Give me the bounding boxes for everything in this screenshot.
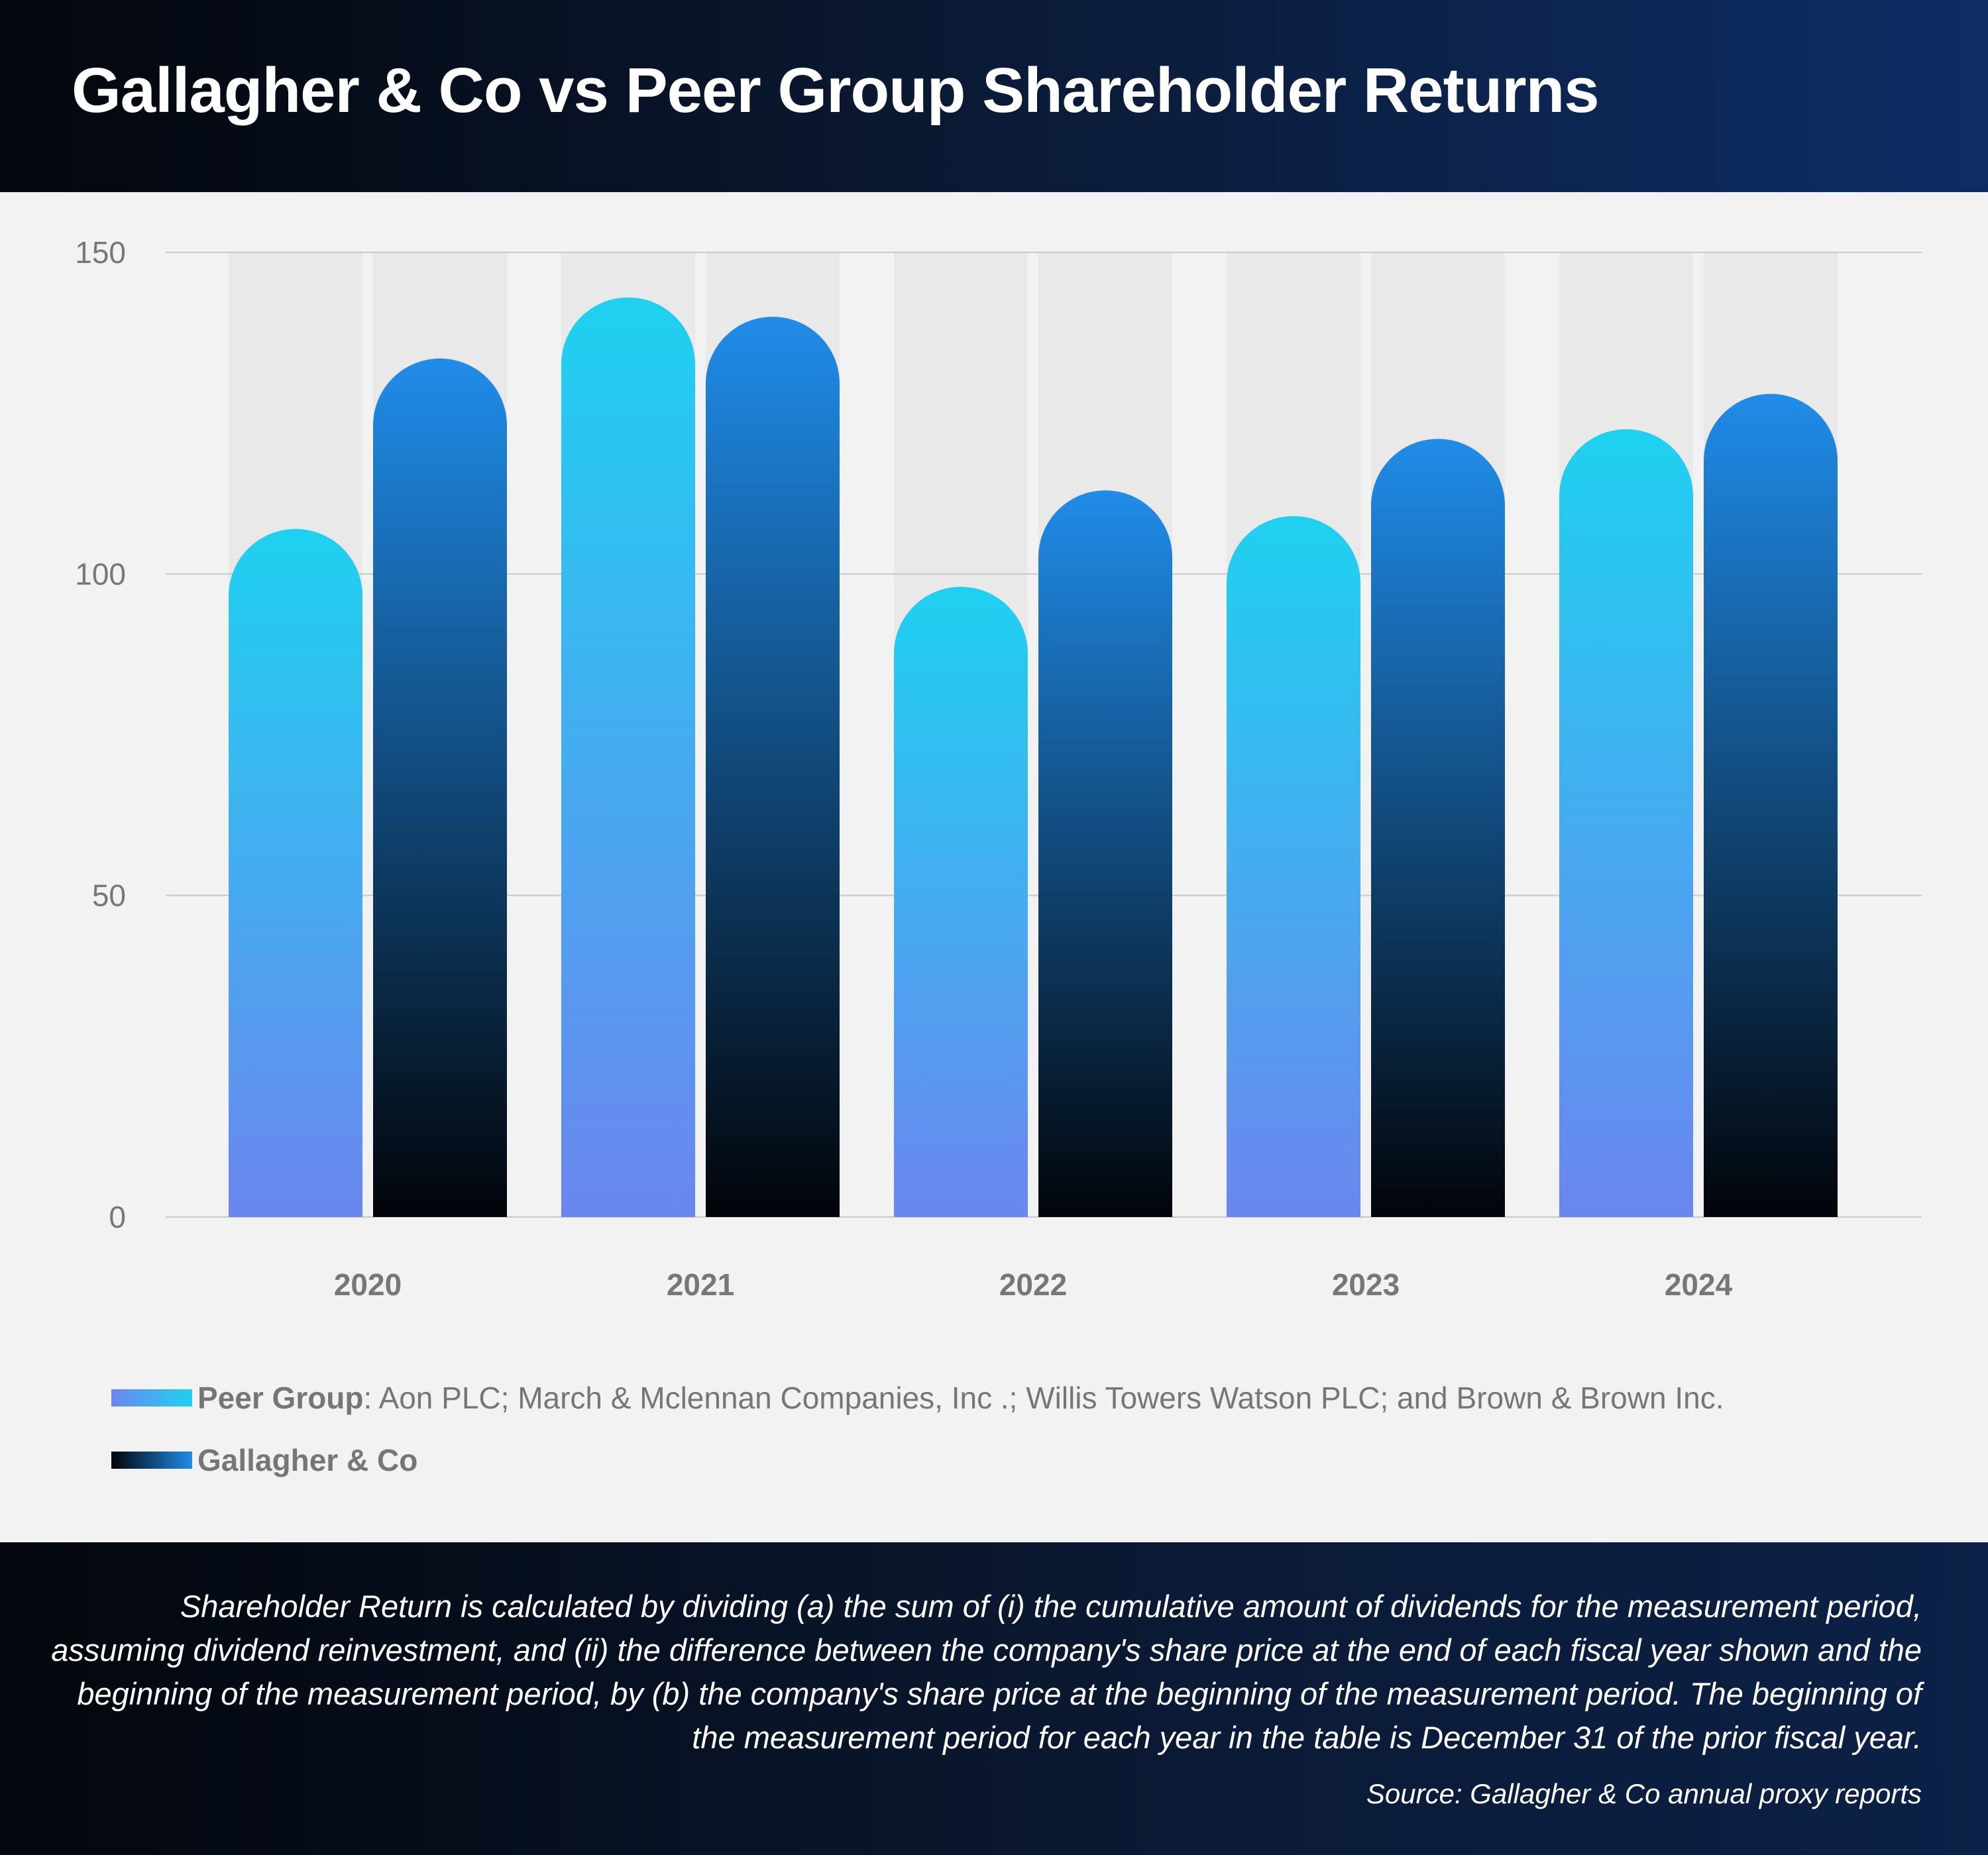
source-note: Source: Gallagher & Co annual proxy repo… bbox=[1366, 1778, 1922, 1809]
bar-peer-group-2021 bbox=[561, 297, 695, 1217]
bar-peer-group-2020 bbox=[229, 529, 362, 1217]
y-tick-label: 0 bbox=[109, 1200, 126, 1234]
footer: Shareholder Return is calculated by divi… bbox=[0, 1542, 1988, 1855]
methodology-note: Shareholder Return is calculated by divi… bbox=[51, 1589, 1922, 1755]
legend-label-peer-group: Peer Group bbox=[197, 1381, 364, 1415]
bar-gallagher-2020 bbox=[373, 358, 507, 1217]
bar-gallagher-2024 bbox=[1704, 394, 1838, 1217]
bar-peer-group-2024 bbox=[1559, 429, 1693, 1217]
x-tick-label-2020: 2020 bbox=[334, 1267, 402, 1302]
x-tick-label-2022: 2022 bbox=[999, 1267, 1067, 1302]
x-tick-label-2023: 2023 bbox=[1332, 1267, 1400, 1302]
y-tick-label: 50 bbox=[92, 878, 126, 913]
bar-peer-group-2023 bbox=[1227, 515, 1360, 1217]
legend-item-peer-group: Peer Group: Aon PLC; March & Mclennan Co… bbox=[111, 1378, 1724, 1418]
chart-title: Gallagher & Co vs Peer Group Shareholder… bbox=[72, 55, 1600, 126]
x-tick-label-2024: 2024 bbox=[1665, 1267, 1733, 1302]
y-tick-label: 150 bbox=[75, 235, 126, 270]
legend-description-peer-group: : Aon PLC; March & Mclennan Companies, I… bbox=[363, 1381, 1724, 1415]
legend-swatch-peer-group bbox=[111, 1389, 192, 1406]
legend-swatch-gallagher bbox=[111, 1452, 192, 1469]
header: Gallagher & Co vs Peer Group Shareholder… bbox=[0, 0, 1988, 192]
bar-peer-group-2022 bbox=[894, 586, 1028, 1217]
y-tick-label: 100 bbox=[75, 556, 126, 591]
bar-gallagher-2022 bbox=[1038, 490, 1172, 1217]
legend-item-gallagher: Gallagher & Co bbox=[111, 1440, 417, 1480]
legend-label-gallagher: Gallagher & Co bbox=[197, 1443, 418, 1477]
bar-chart: 0 50 100 150 2020 2021 2022 2023 2024 bbox=[75, 235, 1922, 1302]
x-tick-label-2021: 2021 bbox=[667, 1267, 734, 1302]
bar-gallagher-2023 bbox=[1371, 439, 1505, 1217]
bar-gallagher-2021 bbox=[706, 317, 840, 1217]
